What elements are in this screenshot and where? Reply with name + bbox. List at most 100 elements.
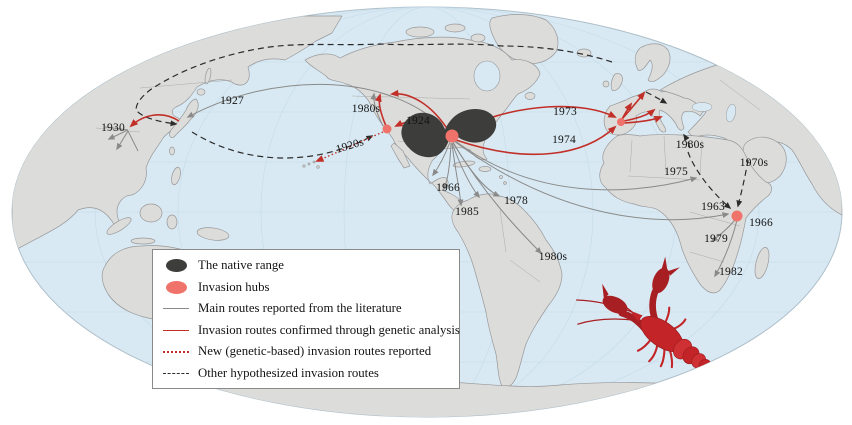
invasion-hub-swatch <box>163 280 189 294</box>
legend-label: Invasion routes confirmed through geneti… <box>198 322 460 337</box>
legend-label: The native range <box>198 258 284 272</box>
invasion-hub-spain <box>617 118 625 126</box>
newfoundland <box>524 92 536 100</box>
hudson-bay <box>473 60 501 92</box>
legend-item: Other hypothesized invasion routes <box>163 363 451 384</box>
year-label: 1982 <box>719 266 743 278</box>
route-usa-cafrica <box>453 139 698 191</box>
route-japan-california <box>191 131 374 159</box>
madagascar <box>754 247 770 279</box>
hispaniola <box>478 166 492 172</box>
route-spain-balkans <box>623 116 663 124</box>
year-label: 1924 <box>406 115 430 127</box>
legend-item: Main routes reported from the literature <box>163 298 451 319</box>
legend-label: Invasion hubs <box>198 279 270 294</box>
routes-literature <box>104 83 738 278</box>
year-label: 1963 <box>701 201 725 213</box>
route-japan-china <box>129 114 180 128</box>
black-sea <box>691 102 713 112</box>
borneo <box>139 203 163 223</box>
route-egypt-north <box>683 133 691 149</box>
route-egypt-kenya <box>687 151 732 209</box>
legend-item: Invasion routes confirmed through geneti… <box>163 320 460 341</box>
year-label: 1979 <box>704 233 728 245</box>
legend-label: Other hypothesized invasion routes <box>198 365 379 380</box>
route-usa-japan <box>186 83 450 134</box>
route-spain-italy <box>623 108 656 122</box>
route-kenya-safrica <box>714 219 738 278</box>
year-label: 1980s <box>351 103 381 115</box>
caspian-sea <box>725 103 737 123</box>
route-usa-ecuador <box>451 143 464 207</box>
route-usa-spain-1974 <box>455 125 617 155</box>
arctic-island <box>405 26 435 38</box>
scandinavia <box>634 43 671 82</box>
arctic-island <box>444 23 466 33</box>
route-usa-camerica <box>443 142 452 191</box>
invasion-hub-california <box>382 124 392 134</box>
route-china-internal <box>104 126 129 131</box>
year-label: 1973 <box>553 106 577 118</box>
ireland <box>602 80 610 88</box>
year-label: 1970s <box>739 157 769 169</box>
sumatra <box>106 217 132 235</box>
route-usa-mexico <box>432 141 451 177</box>
greenland <box>489 14 559 64</box>
invasion-hub-kenya <box>731 210 743 222</box>
sakhalin <box>204 67 212 85</box>
native-range-swatch <box>163 259 189 272</box>
route-china-internal <box>127 130 139 152</box>
route-central-europe <box>645 91 668 104</box>
legend-label: Main routes reported from the literature <box>198 301 402 316</box>
legend-item: The native range <box>163 255 451 276</box>
year-label: 1966 <box>436 182 460 194</box>
cuba <box>452 160 476 168</box>
antilles <box>499 175 503 179</box>
year-label: 1927 <box>220 95 244 107</box>
route-usa-colombia <box>451 142 480 199</box>
route-california-north <box>370 92 384 127</box>
hawaii-islands <box>302 160 320 169</box>
year-label: 1980s <box>538 251 568 263</box>
legend-item: Invasion hubs <box>163 277 451 298</box>
black-dashed-line-swatch <box>163 372 189 374</box>
year-label: 1978 <box>504 195 528 207</box>
new-guinea <box>196 227 230 241</box>
route-china-internal <box>107 129 129 140</box>
routes-hypothesized <box>135 43 749 209</box>
philippines <box>171 166 181 186</box>
route-usa-brazil <box>452 142 543 255</box>
africa <box>599 134 772 294</box>
japan <box>169 98 199 138</box>
year-label: 1980s <box>675 139 705 151</box>
gray-line-swatch <box>163 308 189 310</box>
route-california-north <box>374 93 387 127</box>
red-dotted-line-swatch <box>163 350 189 353</box>
route-kenya-zambia <box>710 218 737 242</box>
invasion-hubs <box>382 118 743 222</box>
route-hub-pnw <box>390 89 451 134</box>
taiwan <box>169 146 175 156</box>
south-america <box>451 193 563 388</box>
route-usa-kenya <box>453 140 730 221</box>
baja-california <box>390 142 411 169</box>
britain <box>610 73 623 91</box>
route-transarctic <box>135 43 613 127</box>
hokkaido <box>196 88 206 96</box>
legend-label: New (genetic-based) invasion routes repo… <box>198 344 432 359</box>
java <box>130 237 156 245</box>
year-label: 1974 <box>552 134 576 146</box>
year-label: 1975 <box>664 166 688 178</box>
year-label: 1985 <box>455 206 479 218</box>
arctic-island <box>470 33 486 43</box>
route-spain-germany <box>621 91 646 120</box>
route-china-internal <box>116 130 129 151</box>
legend-item: New (genetic-based) invasion routes repo… <box>163 341 451 362</box>
antilles <box>503 181 507 185</box>
red-line-swatch <box>163 329 189 331</box>
year-label: 1930 <box>101 122 125 134</box>
map-legend: The native range Invasion hubs Main rout… <box>152 249 460 389</box>
invasion-hub-native <box>445 129 459 143</box>
route-redsea-kenya <box>736 159 749 208</box>
